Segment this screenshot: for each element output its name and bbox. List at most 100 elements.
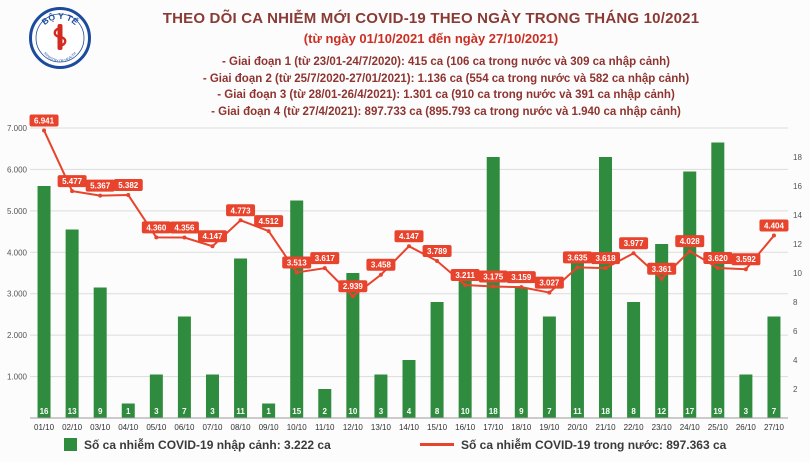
bar-value-label: 17 xyxy=(685,407,694,416)
logo-top-text: BỘ Y TẾ xyxy=(40,11,81,28)
line-value-box xyxy=(169,221,199,234)
legend-label-imported: Số ca nhiễm COVID-19 nhập cảnh: 3.222 ca xyxy=(84,437,331,452)
x-axis-tick: 26/10 xyxy=(736,423,757,432)
line-value-box xyxy=(478,270,508,283)
line-value-label: 3.458 xyxy=(371,261,392,270)
y-axis-tick-left: 3.000 xyxy=(7,290,28,299)
chart-title: THEO DÕI CA NHIỄM MỚI COVID-19 THEO NGÀY… xyxy=(162,10,700,27)
y-axis-tick-left: 4.000 xyxy=(7,248,28,257)
line-point xyxy=(98,193,103,198)
line-point xyxy=(435,259,440,264)
legend-bar-swatch xyxy=(64,438,77,451)
line-point xyxy=(575,265,580,270)
line-value-box xyxy=(197,230,227,243)
line-value-box xyxy=(647,262,677,275)
line-point xyxy=(126,193,131,198)
x-axis-tick: 15/10 xyxy=(427,423,448,432)
line-point xyxy=(547,290,552,295)
caduceus-icon xyxy=(53,24,67,50)
line-value-label: 3.618 xyxy=(596,254,617,263)
y-axis-tick-left: 1.000 xyxy=(7,373,28,382)
bar-value-label: 19 xyxy=(713,407,722,416)
line-value-box xyxy=(29,114,59,127)
line-value-label: 5.382 xyxy=(118,181,139,190)
x-axis-tick: 08/10 xyxy=(231,423,252,432)
bar-value-label: 1 xyxy=(126,407,131,416)
line-point xyxy=(771,233,776,238)
line-value-label: 4.773 xyxy=(231,206,252,215)
x-axis-tick: 07/10 xyxy=(202,423,223,432)
bar-09/10 xyxy=(262,403,276,418)
y-axis-tick-left: 2.000 xyxy=(7,331,28,340)
y-axis-tick-right: 10 xyxy=(793,269,802,278)
bar-value-label: 12 xyxy=(657,407,666,416)
line-value-label: 6.941 xyxy=(34,116,55,125)
line-value-box xyxy=(591,252,621,265)
bar-value-label: 8 xyxy=(631,407,636,416)
y-axis-tick-right: 8 xyxy=(793,298,798,307)
y-axis-tick-left: 6.000 xyxy=(7,165,28,174)
bar-value-label: 13 xyxy=(68,407,77,416)
line-value-box xyxy=(366,258,396,271)
x-axis-tick: 11/10 xyxy=(315,423,335,432)
x-axis-tick: 23/10 xyxy=(652,423,673,432)
line-value-label: 5.367 xyxy=(90,182,111,191)
bar-11/10 xyxy=(318,389,332,418)
line-point xyxy=(378,272,383,277)
bar-value-label: 4 xyxy=(407,407,412,416)
line-point xyxy=(519,285,524,290)
line-value-box xyxy=(675,235,705,248)
line-value-box xyxy=(731,253,761,266)
bar-02/10 xyxy=(65,229,79,418)
y-axis-tick-right: 2 xyxy=(793,385,798,394)
bar-22/10 xyxy=(627,302,641,418)
line-point xyxy=(42,128,47,133)
line-value-label: 3.635 xyxy=(567,253,588,262)
x-axis-tick: 02/10 xyxy=(62,423,83,432)
line-value-label: 3.361 xyxy=(652,265,673,274)
x-axis-tick: 12/10 xyxy=(343,423,364,432)
bar-15/10 xyxy=(430,302,444,418)
line-point xyxy=(238,218,243,223)
bar-01/10 xyxy=(37,186,51,418)
x-axis-tick: 20/10 xyxy=(567,423,588,432)
line-point xyxy=(322,266,327,271)
x-axis-tick: 16/10 xyxy=(455,423,476,432)
line-point xyxy=(210,244,215,249)
x-axis-tick: 21/10 xyxy=(596,423,617,432)
ministry-of-health-logo: BỘ Y TẾ MINISTRY OF HEALTH xyxy=(29,7,91,69)
line-value-label: 3.620 xyxy=(708,254,729,263)
line-value-label: 4.512 xyxy=(259,217,280,226)
line-value-label: 3.175 xyxy=(483,272,504,281)
y-axis-tick-right: 16 xyxy=(793,182,802,191)
annotation-period-2: - Giai đoạn 2 (từ 25/7/2020-27/01/2021):… xyxy=(202,72,690,85)
line-value-box xyxy=(338,280,368,293)
line-value-label: 4.147 xyxy=(399,232,420,241)
bar-value-label: 11 xyxy=(573,407,582,416)
bar-value-label: 7 xyxy=(772,407,777,416)
line-value-box xyxy=(619,237,649,250)
line-value-box xyxy=(113,179,143,192)
line-value-label: 3.211 xyxy=(455,271,475,280)
line-value-label: 4.404 xyxy=(764,222,785,231)
x-axis-tick: 06/10 xyxy=(174,423,195,432)
bar-27/10 xyxy=(767,316,781,418)
x-axis-tick: 22/10 xyxy=(624,423,645,432)
line-point xyxy=(687,249,692,254)
bar-value-label: 11 xyxy=(236,407,245,416)
line-value-box xyxy=(562,251,592,264)
line-value-label: 3.617 xyxy=(315,254,336,263)
x-axis-tick: 14/10 xyxy=(399,423,420,432)
bar-value-label: 18 xyxy=(489,407,498,416)
y-axis-tick-right: 4 xyxy=(793,356,798,365)
y-axis-tick-right: 12 xyxy=(793,240,802,249)
bar-value-label: 16 xyxy=(40,407,49,416)
annotation-period-4: - Giai đoạn 4 (từ 27/4/2021): 897.733 ca… xyxy=(211,105,681,118)
bar-18/10 xyxy=(514,287,528,418)
x-axis-tick: 04/10 xyxy=(118,423,139,432)
legend-item-imported: Số ca nhiễm COVID-19 nhập cảnh: 3.222 ca xyxy=(64,437,331,452)
legend-line-swatch xyxy=(420,443,454,446)
x-axis-tick: 13/10 xyxy=(371,423,392,432)
x-axis-tick: 18/10 xyxy=(511,423,532,432)
